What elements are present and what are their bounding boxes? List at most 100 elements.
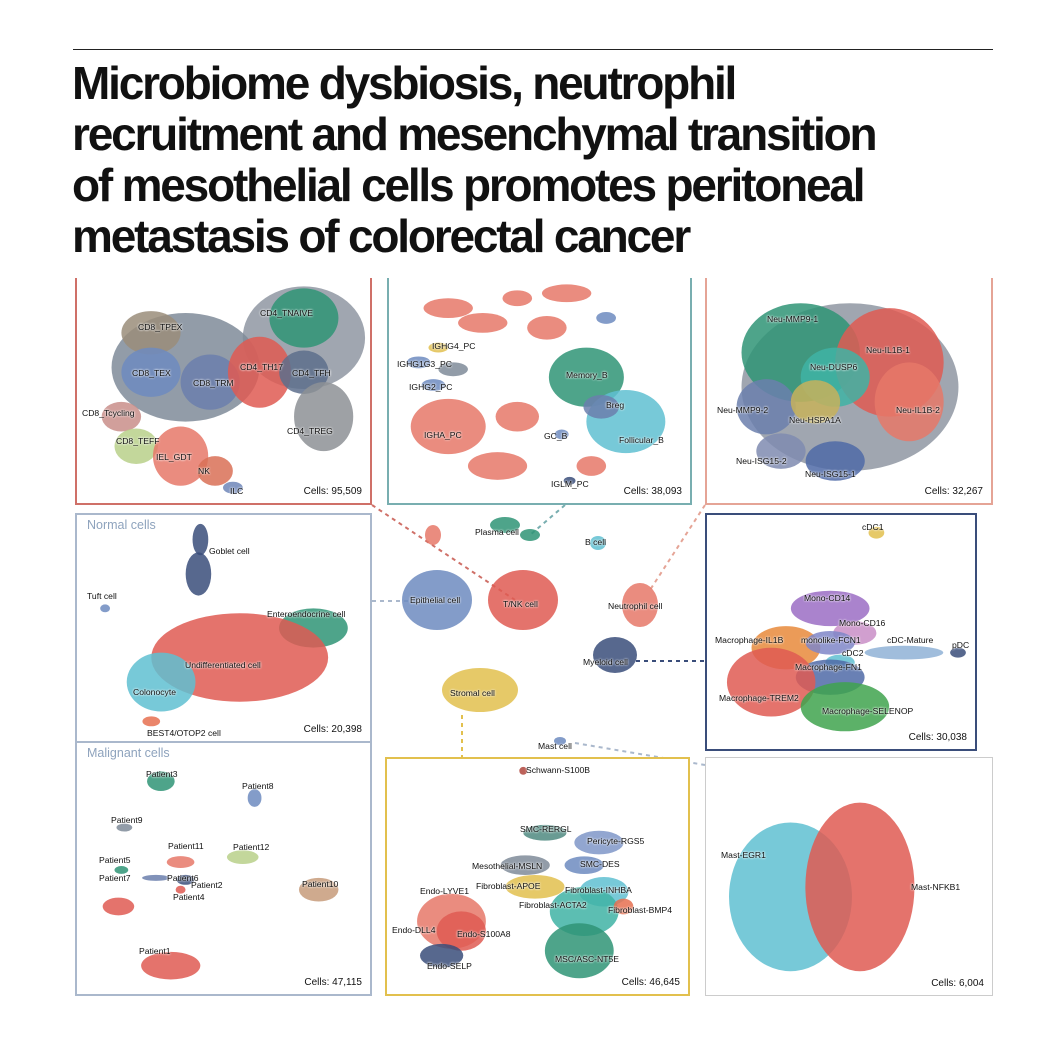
label-nk: NK: [198, 466, 210, 476]
label-endo-lyve1: Endo-LYVE1: [420, 886, 470, 896]
label-cd8-trm: CD8_TRM: [193, 378, 234, 388]
normal-subtitle: Normal cells: [87, 518, 156, 532]
label-endo-s100a8: Endo-S100A8: [457, 929, 511, 939]
label-follicular-b: Follicular_B: [619, 435, 664, 445]
label-patient5: Patient5: [99, 855, 131, 865]
label-neu-il1b-2: Neu-IL1B-2: [896, 405, 940, 415]
label-cd4-tfh: CD4_TFH: [292, 368, 331, 378]
label-schwann-s100b: Schwann-S100B: [526, 765, 591, 775]
label-patient10: Patient10: [302, 879, 339, 889]
stromal-umap: [417, 766, 634, 979]
label-neu-mmp9-1: Neu-MMP9-1: [767, 314, 819, 324]
label-patient9: Patient9: [111, 815, 143, 825]
label-patient1: Patient1: [139, 946, 171, 956]
label-smc-rergl: SMC-RERGL: [520, 824, 572, 834]
label-igha-pc: IGHA_PC: [424, 430, 462, 440]
label-neu-isg15-2: Neu-ISG15-2: [736, 456, 787, 466]
overview-label-stromal-cell: Stromal cell: [450, 688, 495, 698]
label-best4-otop2-cell: BEST4/OTOP2 cell: [147, 728, 221, 738]
overview-label-mast-cell: Mast cell: [538, 741, 572, 751]
label-iel-gdt: IEL_GDT: [156, 452, 192, 462]
label-msc-asc-nt5e: MSC/ASC-NT5E: [555, 954, 619, 964]
top-rule: [73, 49, 993, 50]
title-line-2: recruitment and mesenchymal transition: [72, 108, 878, 160]
label-patient7: Patient7: [99, 873, 131, 883]
title-line-1: Microbiome dysbiosis, neutrophil: [72, 57, 737, 109]
overview-label-b-cell: B cell: [585, 537, 607, 547]
label-patient3: Patient3: [146, 769, 178, 779]
label-cd4-treg: CD4_TREG: [287, 426, 333, 436]
label-endo-selp: Endo-SELP: [427, 961, 472, 971]
label-macrophage-trem2: Macrophage-TREM2: [719, 693, 799, 703]
label-fibroblast-acta2: Fibroblast-ACTA2: [519, 900, 587, 910]
label-gc-b: GC_B: [544, 431, 568, 441]
label-fibroblast-inhba: Fibroblast-INHBA: [565, 885, 632, 895]
label-cdc-mature: cDC-Mature: [887, 635, 934, 645]
label-ighg4-pc: IGHG4_PC: [432, 341, 476, 351]
neutrophil-cell-count: Cells: 32,267: [924, 486, 983, 497]
label-undifferentiated-cell: Undifferentiated cell: [185, 660, 261, 670]
normal-umap: [100, 523, 348, 727]
label-smc-des: SMC-DES: [580, 859, 620, 869]
label-enteroendocrine-cell: Enteroendocrine cell: [267, 609, 346, 619]
malignant-subtitle: Malignant cells: [87, 746, 170, 760]
stromal-cell-count: Cells: 46,645: [621, 977, 680, 988]
label-neu-isg15-1: Neu-ISG15-1: [805, 469, 856, 479]
overview-label-neutrophil-cell: Neutrophil cell: [608, 601, 663, 611]
label-mesothelial-msln: Mesothelial-MSLN: [472, 861, 543, 871]
label-cd8-tex: CD8_TEX: [132, 368, 171, 378]
label-patient6: Patient6: [167, 873, 199, 883]
overview-label-epithelial-cell: Epithelial cell: [410, 595, 461, 605]
tnk-cell-count: Cells: 95,509: [303, 486, 362, 497]
label-mono-cd16: Mono-CD16: [839, 618, 886, 628]
malignant-cell-count: Cells: 47,115: [304, 977, 362, 988]
label-pdc: pDC: [952, 640, 970, 650]
label-cd4-th17: CD4_TH17: [240, 362, 283, 372]
myeloid-cell-count: Cells: 30,038: [908, 732, 967, 743]
label-endo-dll4: Endo-DLL4: [392, 925, 436, 935]
label-neu-hspa1a: Neu-HSPA1A: [789, 415, 841, 425]
label-fibroblast-apoe: Fibroblast-APOE: [476, 881, 541, 891]
label-ilc: ILC: [230, 486, 244, 496]
neutrophil-panel: Neu-MMP9-1 Neu-IL1B-1 Neu-DUSP6 Neu-MMP9…: [705, 278, 993, 505]
label-tuft-cell: Tuft cell: [87, 591, 117, 601]
label-macrophage-selenop: Macrophage-SELENOP: [822, 706, 914, 716]
tnk-panel: CD4_TNAIVE CD8_TPEX CD8_TEX CD8_TRM CD4_…: [75, 278, 372, 505]
label-cd8-tcycling: CD8_Tcycling: [82, 408, 135, 418]
label-memory-b: Memory_B: [566, 370, 608, 380]
label-neu-dusp6: Neu-DUSP6: [810, 362, 858, 372]
neutrophil-umap: [736, 303, 959, 481]
overview-label-myeloid-cell: Myeloid cell: [583, 657, 628, 667]
label-macrophage-il1b: Macrophage-IL1B: [715, 635, 784, 645]
label-breg: Breg: [606, 400, 625, 410]
bcell-panel: IGHG4_PC IGHG1G3_PC IGHG2_PC IGHA_PC Mem…: [387, 278, 692, 505]
mast-cell-count: Cells: 6,004: [931, 978, 984, 989]
malignant-panel: Malignant cells Patient3 Patient8 Patien…: [75, 743, 372, 996]
overview-label-plasma-cell: Plasma cell: [475, 527, 519, 537]
tnk-umap: [101, 286, 366, 494]
label-patient2: Patient2: [191, 880, 223, 890]
label-cdc1: cDC1: [862, 522, 884, 532]
bcell-umap: [406, 284, 666, 485]
label-ighg1g3-pc: IGHG1G3_PC: [397, 359, 452, 369]
label-neu-mmp9-2: Neu-MMP9-2: [717, 405, 769, 415]
label-patient11: Patient11: [168, 841, 204, 851]
label-fibroblast-bmp4: Fibroblast-BMP4: [608, 905, 672, 915]
mast-panel: Mast-EGR1 Mast-NFKB1 Cells: 6,004: [705, 757, 993, 996]
label-iglm-pc: IGLM_PC: [551, 479, 589, 489]
label-mast-egr1: Mast-EGR1: [721, 850, 766, 860]
overview-label-tnk-cell: T/NK cell: [503, 599, 538, 609]
overview-umap-plot: [402, 517, 658, 745]
label-neu-il1b-1: Neu-IL1B-1: [866, 345, 910, 355]
label-macrophage-fn1: Macrophage-FN1: [795, 662, 862, 672]
normal-cell-count: Cells: 20,398: [303, 724, 362, 735]
label-cdc2: cDC2: [842, 648, 864, 658]
label-patient8: Patient8: [242, 781, 274, 791]
label-monolike-fcn1: monolike-FCN1: [801, 635, 861, 645]
label-colonocyte: Colonocyte: [133, 687, 176, 697]
label-goblet-cell: Goblet cell: [209, 546, 250, 556]
stromal-panel: Schwann-S100B SMC-RERGL Pericyte-RGS5 Me…: [385, 757, 690, 996]
label-pericyte-rgs5: Pericyte-RGS5: [587, 836, 645, 846]
label-cd4-tnaive: CD4_TNAIVE: [260, 308, 314, 318]
article-title: Microbiome dysbiosis, neutrophil recruit…: [72, 58, 1002, 262]
